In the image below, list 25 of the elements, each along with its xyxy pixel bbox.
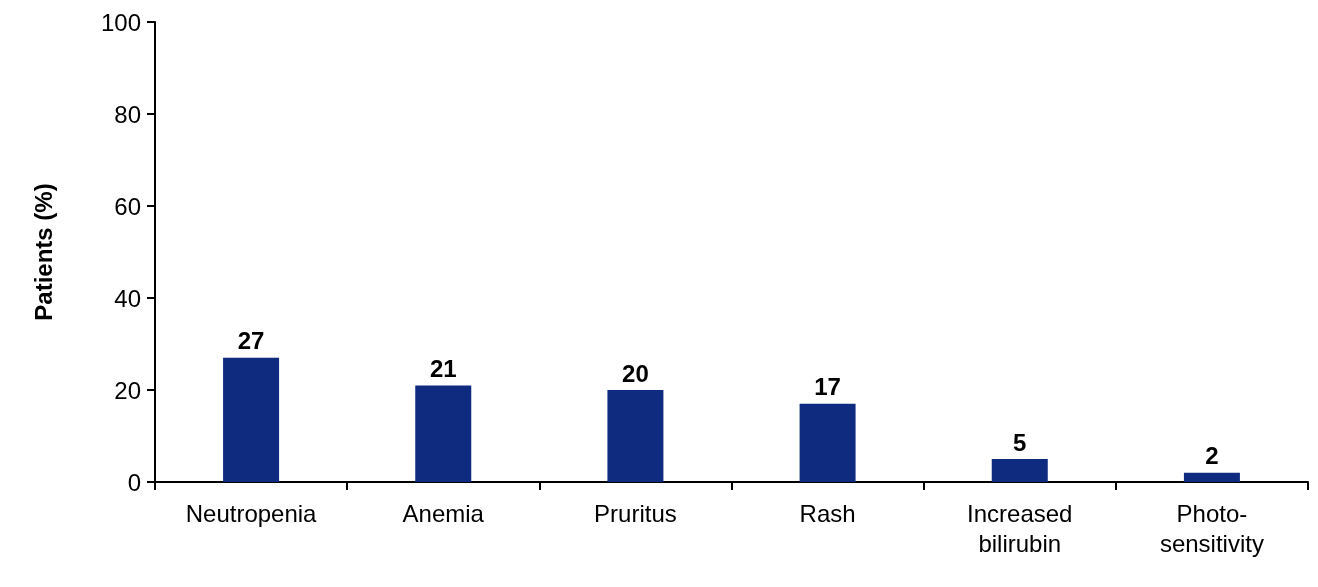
x-tick-label: Anemia	[402, 499, 485, 527]
y-tick-label: 40	[114, 284, 141, 312]
data-label: 2	[1205, 442, 1219, 470]
data-label: 21	[429, 354, 457, 382]
y-tick-label: 60	[114, 192, 141, 220]
y-tick-label: 80	[114, 100, 141, 128]
data-label: 20	[622, 359, 649, 387]
x-tick-label: Pruritus	[594, 499, 677, 527]
y-axis-title: Patients (%)	[29, 183, 57, 321]
bar	[223, 357, 280, 482]
bar	[415, 385, 472, 482]
bar	[991, 459, 1048, 482]
data-label: 17	[814, 373, 841, 401]
data-label: 27	[237, 327, 265, 355]
x-tick-label: Neutropenia	[185, 499, 318, 527]
x-tick-label: Photo- sensitivity	[1159, 499, 1264, 557]
bar	[1183, 472, 1240, 482]
y-tick-label: 0	[127, 468, 141, 496]
y-tick-label: 100	[100, 8, 141, 36]
bar	[607, 390, 664, 482]
bar	[799, 403, 856, 482]
x-tick-label: Rash	[799, 499, 856, 527]
x-tick-label: Increased bilirubin	[967, 499, 1073, 557]
data-label: 5	[1013, 428, 1027, 456]
y-tick-label: 20	[114, 376, 141, 404]
